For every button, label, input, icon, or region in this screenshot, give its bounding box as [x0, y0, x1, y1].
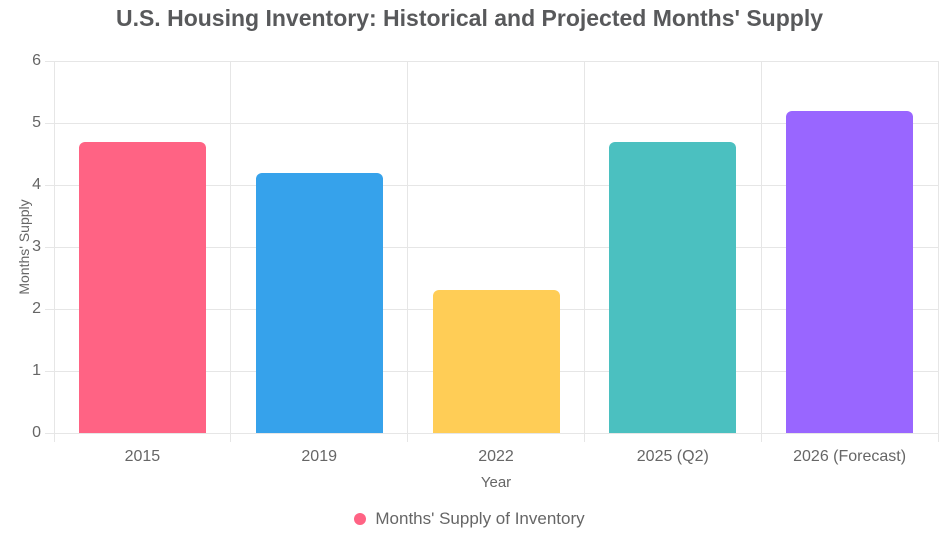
gridline-y-6 — [54, 60, 938, 62]
y-tick-mark — [45, 432, 54, 434]
x-tick-label-2022: 2022 — [478, 448, 514, 465]
legend-label: Months' Supply of Inventory — [375, 509, 585, 528]
gridline-y-4 — [54, 184, 938, 186]
y-tick-mark — [45, 308, 54, 310]
x-tick-mark — [230, 433, 232, 442]
y-tick-mark — [45, 370, 54, 372]
y-tick-label: 0 — [32, 424, 41, 441]
bar-2015[interactable] — [78, 141, 206, 433]
bar-2025-q2[interactable] — [609, 141, 737, 433]
bar-2026-forecast[interactable] — [786, 110, 914, 433]
y-tick-label: 1 — [32, 362, 41, 379]
x-tick-mark — [53, 433, 55, 442]
y-tick-label: 2 — [32, 300, 41, 317]
gridline-y-5 — [54, 122, 938, 124]
y-tick-label: 3 — [32, 238, 41, 255]
legend-item[interactable]: Months' Supply of Inventory — [0, 508, 939, 530]
y-tick-mark — [45, 122, 54, 124]
x-tick-mark — [937, 433, 939, 442]
x-tick-label-2026-forecast: 2026 (Forecast) — [793, 448, 907, 465]
x-axis-title: Year — [480, 474, 512, 491]
gridline-x — [760, 61, 762, 433]
gridline-x — [407, 61, 409, 433]
x-tick-label-2015: 2015 — [124, 448, 161, 465]
x-tick-label-2025-q2: 2025 (Q2) — [636, 448, 709, 465]
bar-2022[interactable] — [432, 290, 560, 433]
x-tick-label-2019: 2019 — [301, 448, 337, 465]
chart-title: U.S. Housing Inventory: Historical and P… — [115, 5, 824, 31]
y-tick-mark — [45, 184, 54, 186]
x-tick-mark — [407, 433, 409, 442]
y-tick-label: 6 — [32, 52, 41, 69]
x-tick-mark — [760, 433, 762, 442]
gridline-y-3 — [54, 246, 938, 248]
gridline-x — [230, 61, 232, 433]
x-tick-mark — [583, 433, 585, 442]
legend-marker-icon — [354, 513, 367, 525]
gridline-x — [583, 61, 585, 433]
gridline-x — [937, 61, 939, 433]
y-tick-label: 4 — [32, 176, 41, 193]
y-axis-border — [53, 61, 55, 433]
plot-area — [53, 60, 939, 434]
y-tick-label: 5 — [32, 114, 41, 131]
y-tick-mark — [45, 60, 54, 62]
bar-2019[interactable] — [255, 172, 383, 433]
y-tick-mark — [45, 246, 54, 248]
gridline-y-0 — [54, 432, 938, 434]
